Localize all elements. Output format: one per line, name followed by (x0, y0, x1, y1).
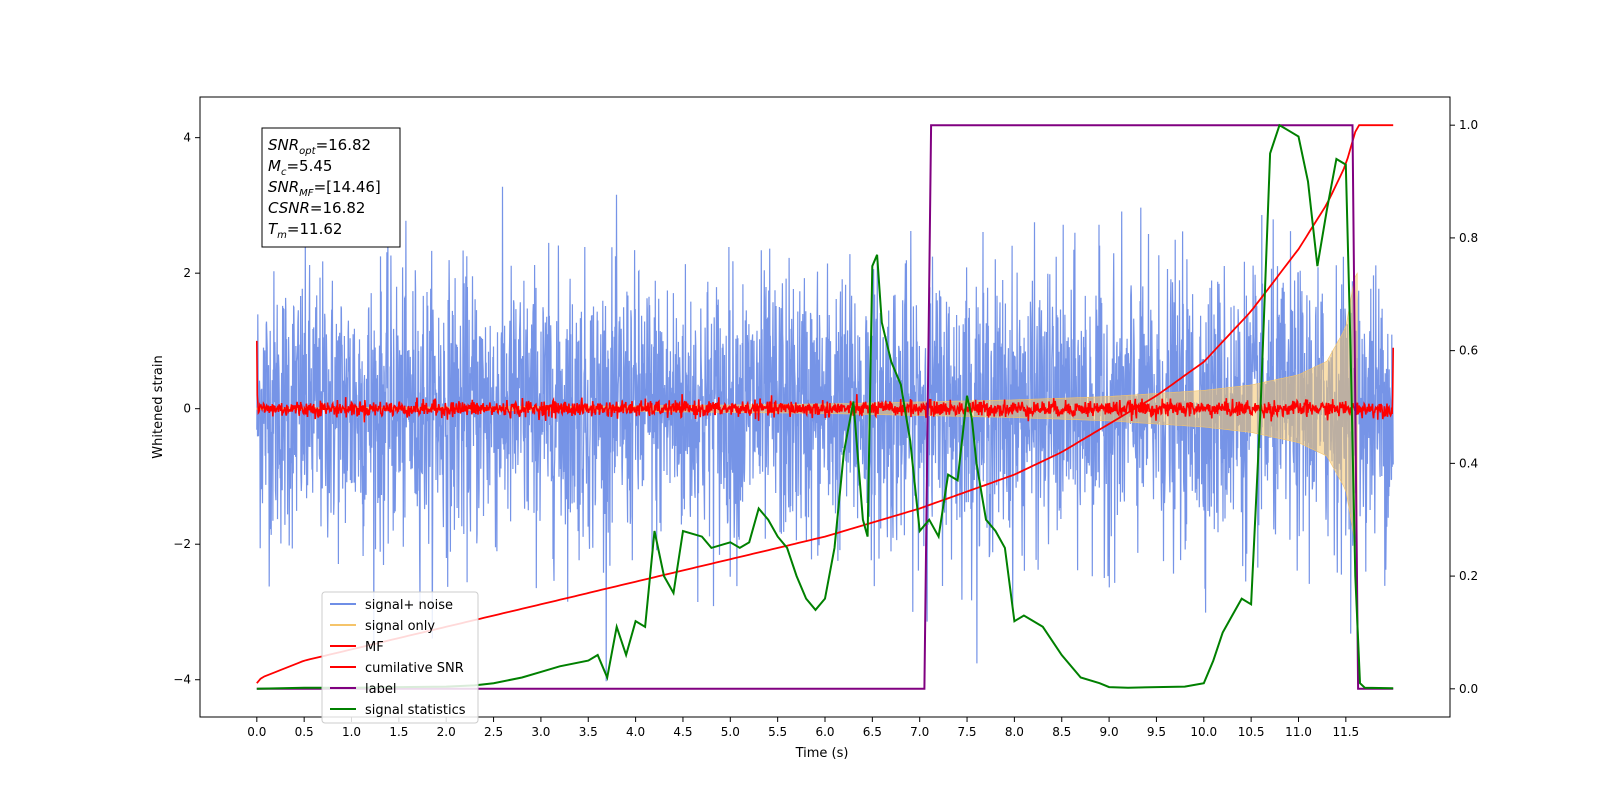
info-tm: Tm=11.62 (268, 220, 342, 241)
x-tick-label: 3.5 (579, 725, 598, 739)
x-tick-label: 5.5 (768, 725, 787, 739)
info-csnr: CSNR=16.82 (268, 199, 365, 217)
info-box: SNRopt=16.82 Mc=5.45 SNRMF=[14.46] CSNR=… (261, 127, 401, 248)
x-tick-label: 2.0 (437, 725, 456, 739)
x-tick-label: 1.0 (342, 725, 361, 739)
legend-item: signal+ noise (330, 598, 453, 613)
x-tick-label: 10.5 (1238, 725, 1265, 739)
legend-item: MF (330, 640, 384, 655)
x-tick-label: 0.0 (247, 725, 266, 739)
info-snr-opt: SNRopt=16.82 (268, 136, 371, 157)
x-tick-label: 10.0 (1190, 725, 1217, 739)
x-tick-label: 9.5 (1147, 725, 1166, 739)
x-tick-label: 1.5 (389, 725, 408, 739)
y-tick-label: 0 (183, 402, 191, 416)
y2-tick-label: 0.2 (1459, 569, 1478, 583)
x-tick-label: 7.5 (957, 725, 976, 739)
y-axis-label: Whitened strain (151, 355, 166, 458)
x-tick-label: 4.0 (626, 725, 645, 739)
svg-text:signal only: signal only (365, 619, 435, 634)
svg-text:signal+ noise: signal+ noise (365, 598, 453, 613)
legend-item: cumilative SNR (330, 661, 464, 676)
y-tick-label: −4 (173, 673, 191, 687)
x-tick-label: 2.5 (484, 725, 503, 739)
y-tick-label: 2 (183, 266, 191, 280)
svg-text:signal statistics: signal statistics (365, 703, 466, 718)
x-axis: 0.0 0.5 1.0 1.5 2.0 2.5 3.0 3.5 4.0 4.5 5.0 5.5 6.0 6… (247, 717, 1359, 739)
x-tick-label: 6.0 (815, 725, 834, 739)
legend-item: signal statistics (330, 703, 466, 718)
legend-item: label (330, 682, 396, 697)
x-tick-label: 6.5 (863, 725, 882, 739)
y2-tick-label: 0.4 (1459, 456, 1478, 470)
info-mc: Mc=5.45 (268, 157, 332, 178)
legend: signal+ noise signal only MF cumilative … (321, 591, 479, 724)
svg-text:cumilative SNR: cumilative SNR (365, 661, 464, 676)
y-tick-label: 4 (183, 131, 191, 145)
info-snr-mf: SNRMF=[14.46] (268, 178, 381, 199)
y-tick-label: −2 (173, 537, 191, 551)
x-tick-label: 11.0 (1285, 725, 1312, 739)
series-label (256, 124, 1394, 690)
x-tick-label: 7.0 (910, 725, 929, 739)
series-mf (256, 340, 1394, 423)
x-tick-label: 5.0 (721, 725, 740, 739)
x-tick-label: 8.5 (1052, 725, 1071, 739)
series-signal-statistics (256, 123, 1394, 690)
series-signal-noise (256, 186, 1394, 682)
x-axis-label: Time (s) (795, 746, 849, 761)
x-tick-label: 9.0 (1100, 725, 1119, 739)
x-tick-label: 0.5 (295, 725, 314, 739)
y2-tick-label: 0.8 (1459, 231, 1478, 245)
x-tick-label: 3.0 (531, 725, 550, 739)
y-axis-right: 1.0 0.8 0.6 0.4 0.2 0.0 (1450, 118, 1478, 696)
svg-text:label: label (365, 682, 396, 697)
y2-tick-label: 0.6 (1459, 344, 1478, 358)
legend-item: signal only (330, 619, 435, 634)
y-axis-left: 4 2 0 −2 −4 (173, 131, 200, 687)
y2-tick-label: 0.0 (1459, 682, 1478, 696)
svg-text:MF: MF (365, 640, 384, 655)
x-tick-label: 11.5 (1332, 725, 1359, 739)
y2-tick-label: 1.0 (1459, 118, 1478, 132)
x-tick-label: 8.0 (1005, 725, 1024, 739)
x-tick-label: 4.5 (673, 725, 692, 739)
